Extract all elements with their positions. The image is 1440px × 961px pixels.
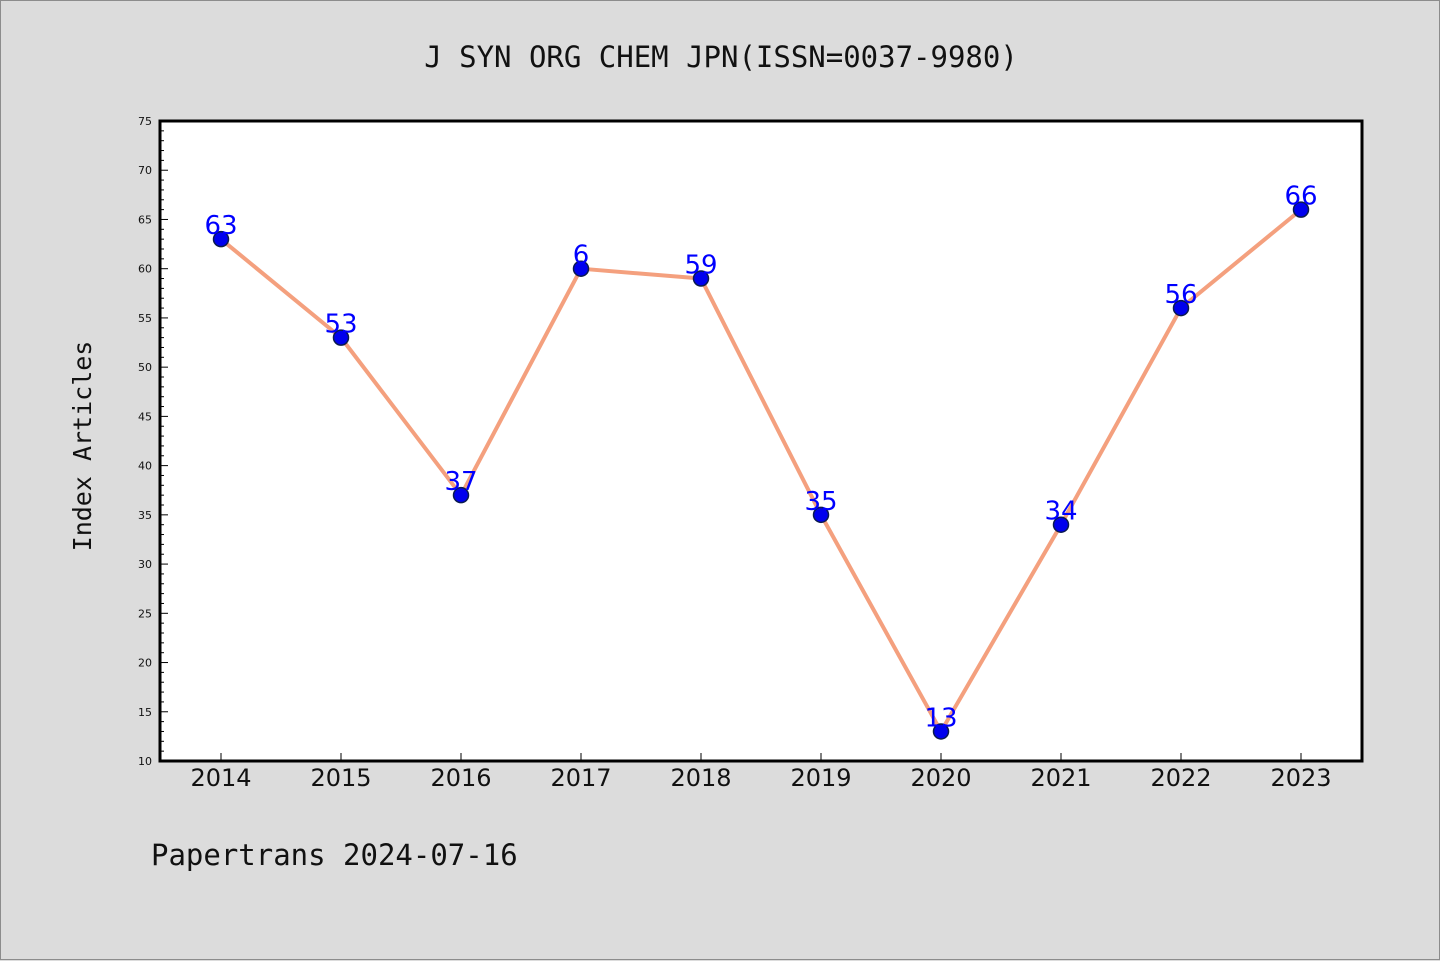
y-tick-label: 10: [138, 755, 152, 768]
data-label: 53: [324, 310, 357, 340]
data-label: 6: [573, 241, 590, 271]
x-tick-label: 2023: [1270, 764, 1331, 792]
y-tick-label: 65: [138, 213, 152, 226]
x-tick-label: 2017: [550, 764, 611, 792]
data-label: 66: [1284, 182, 1317, 212]
y-axis: 10 15 20 25 30 35 40 45 50 55 60 65 70 75: [138, 115, 168, 768]
y-tick-label: 40: [138, 460, 152, 473]
x-tick-label: 2022: [1150, 764, 1211, 792]
x-tick-label: 2018: [670, 764, 731, 792]
y-tick-label: 45: [138, 410, 152, 423]
footer-text: Papertrans 2024-07-16: [151, 838, 518, 872]
data-label: 37: [444, 467, 477, 497]
y-axis-label: Index Articles: [68, 341, 97, 552]
y-tick-label: 60: [138, 263, 152, 276]
series-line: [219, 207, 1303, 734]
y-tick-label: 20: [138, 657, 152, 670]
y-tick-label: 15: [138, 706, 152, 719]
x-tick-label: 2021: [1030, 764, 1091, 792]
x-tick-label: 2019: [790, 764, 851, 792]
data-point: [1172, 299, 1190, 317]
x-tick-label: 2016: [430, 764, 491, 792]
y-tick-label: 75: [138, 115, 152, 128]
x-axis: 2014 2015 2016 2017 2018 2019 2020 2021 2022 2023: [190, 753, 1332, 792]
x-tick-label: 2020: [910, 764, 971, 792]
data-point: [572, 260, 590, 277]
data-point: [812, 506, 830, 524]
y-tick-label: 55: [138, 312, 152, 325]
data-point: [1052, 516, 1070, 533]
x-tick-label: 2014: [190, 764, 251, 792]
data-label: 56: [1164, 280, 1197, 310]
data-point: [692, 270, 710, 287]
data-point: [452, 486, 470, 504]
chart-title: J SYN ORG CHEM JPN(ISSN=0037-9980): [424, 40, 1018, 74]
plot-area: [158, 119, 1364, 763]
data-labels: 63 53 37 6 59 35 13 34 56 66: [204, 182, 1317, 734]
data-label: 34: [1044, 497, 1077, 527]
y-tick-label: 50: [138, 361, 152, 374]
data-point: [1292, 201, 1310, 218]
y-tick-label: 35: [138, 509, 152, 522]
data-point: [212, 230, 230, 248]
y-tick-label: 70: [138, 164, 152, 177]
data-point: [932, 723, 950, 740]
data-label: 13: [924, 703, 957, 733]
data-label: 35: [804, 487, 837, 517]
x-tick-label: 2015: [310, 764, 371, 792]
series-layer: [212, 201, 1310, 740]
data-label: 59: [684, 251, 717, 281]
y-tick-label: 30: [138, 558, 152, 571]
y-tick-label: 25: [138, 607, 152, 620]
data-label: 63: [204, 211, 237, 241]
data-point: [332, 329, 350, 346]
